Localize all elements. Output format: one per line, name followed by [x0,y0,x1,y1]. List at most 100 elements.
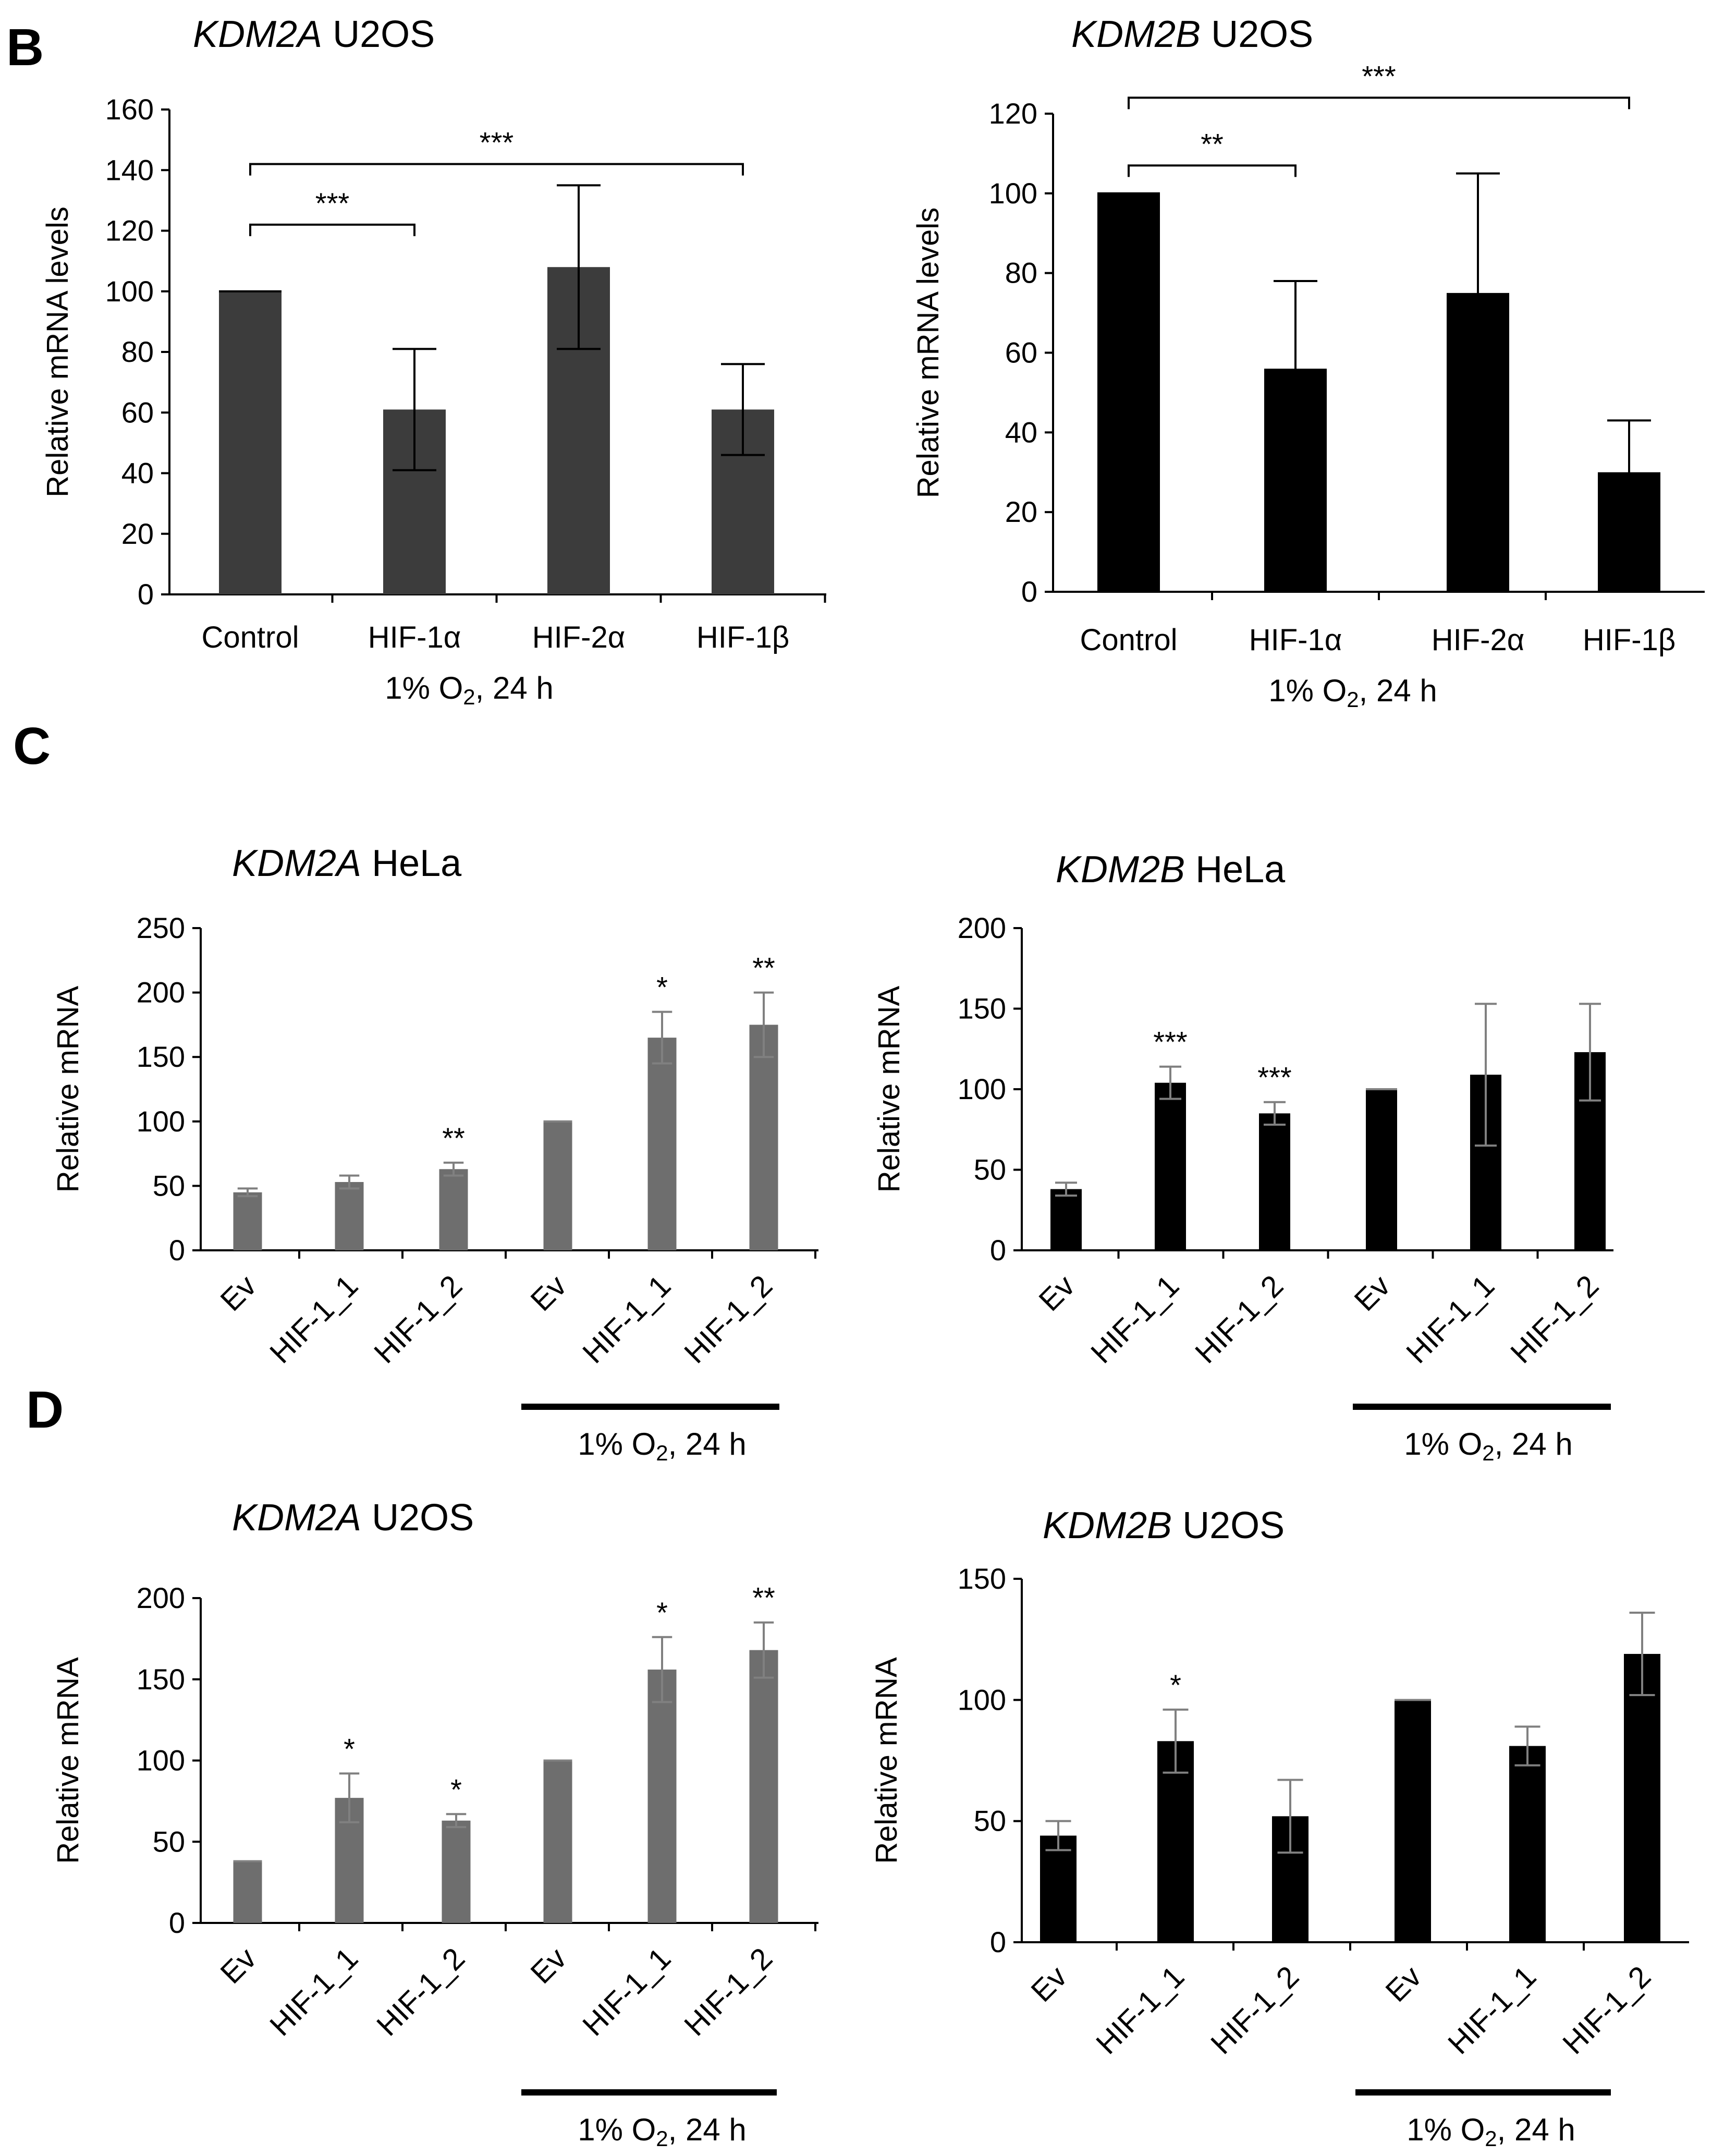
significance-star: * [656,971,668,1004]
x-category-label: Ev [1032,1269,1081,1318]
bar-4 [543,1121,572,1250]
x-category-label: HIF-1_2 [370,1941,471,2042]
x-category-label: HIF-1_1 [576,1269,677,1370]
y-tick-label: 0 [990,1234,1006,1266]
significance-star: *** [1257,1061,1291,1094]
x-category-label: Ev [1379,1959,1428,2008]
condition-label: 1% O2, 24 h [385,671,554,709]
y-tick-label: 150 [137,1040,185,1073]
bar-1 [1040,1835,1077,1942]
chart-title: KDM2A U2OS [232,1497,474,1539]
chart-title-gene: KDM2B [1071,14,1201,55]
y-tick-label: 40 [1005,416,1037,448]
y-tick-label: 50 [153,1825,185,1858]
y-tick-label: 120 [989,97,1037,130]
y-tick-label: 0 [138,578,154,611]
y-tick-label: 120 [105,214,154,247]
chart-title-cell-line: U2OS [1201,14,1313,55]
bar-5 [647,1670,677,1923]
y-tick-label: 50 [153,1169,185,1202]
x-category-label: HIF-1α [368,620,461,654]
chart-title: KDM2A U2OS [193,14,435,55]
x-category-label: HIF-1_2 [1204,1959,1305,2061]
bar-6 [749,1025,778,1250]
condition-label: 1% O2, 24 h [578,1427,747,1465]
y-tick-label: 160 [105,93,154,126]
x-category-label: HIF-1_2 [1504,1269,1605,1370]
bar-3 [439,1169,468,1250]
significance-bracket [1128,96,1630,109]
bar-4 [1395,1700,1431,1942]
x-category-label: HIF-1_2 [678,1269,779,1370]
y-tick-label: 40 [121,457,154,490]
y-axis-label: Relative mRNA levels [41,206,75,497]
x-category-label: HIF-1_1 [576,1941,677,2042]
bar-3 [1259,1113,1290,1250]
significance-bracket [249,163,744,176]
condition-label: 1% O2, 24 h [1407,2112,1575,2151]
y-tick-label: 0 [990,1926,1006,1958]
x-category-label: HIF-1_1 [1400,1269,1501,1370]
x-category-label: Ev [524,1941,573,1990]
bar-1 [219,291,282,594]
x-category-label: HIF-1_2 [368,1269,469,1370]
condition-label: 1% O2, 24 h [578,2112,747,2151]
chart-title: KDM2B U2OS [1071,14,1313,55]
y-tick-label: 0 [169,1906,185,1939]
y-tick-label: 100 [137,1105,185,1138]
bar-4 [543,1760,572,1923]
bar-6 [1624,1654,1660,1942]
chart-title-cell-line: HeLa [361,843,462,884]
y-tick-label: 150 [137,1663,185,1696]
condition-label: 1% O2, 24 h [1404,1427,1573,1465]
significance-star: ** [752,1581,775,1614]
y-tick-label: 100 [105,275,154,308]
significance-label: *** [1362,59,1396,92]
y-axis-label: Relative mRNA levels [911,208,945,498]
significance-star: * [1170,1668,1181,1701]
significance-label: ** [1201,127,1224,160]
x-category-label: HIF-1_1 [263,1269,364,1370]
chart-title-cell-line: U2OS [322,14,435,55]
x-category-label: HIF-1α [1249,623,1342,657]
chart-title: KDM2A HeLa [232,843,462,884]
subscript: 2 [656,2126,668,2151]
bar-1 [1097,193,1160,592]
bar-5 [1509,1746,1546,1942]
significance-label: *** [480,126,513,159]
subscript: 2 [1485,2126,1497,2151]
chart-title-cell-line: HeLa [1185,849,1286,891]
y-tick-label: 150 [958,1562,1006,1595]
panel-letter-b: B [6,18,44,77]
y-tick-label: 20 [121,517,154,550]
bar-4 [1366,1089,1397,1250]
y-axis-label: Relative mRNA [51,985,85,1192]
y-tick-label: 200 [137,976,185,1009]
chart-title-gene: KDM2B [1056,849,1185,891]
x-category-label: Control [1080,623,1178,657]
chart-d2: KDM2B U2OS Relative mRNA 0 50 100 150 Ev HIF-1_… [870,1505,1689,2151]
y-axis-label: Relative mRNA [872,985,906,1192]
y-tick-label: 100 [989,177,1037,210]
x-category-label: HIF-1β [1583,623,1676,657]
significance-star: * [344,1732,355,1765]
chart-title-gene: KDM2A [193,14,322,55]
significance-star: *** [1153,1026,1187,1058]
x-category-label: HIF-1β [696,620,789,654]
significance-star: ** [752,952,775,984]
y-tick-label: 200 [137,1581,185,1614]
x-category-label: HIF-1_1 [263,1941,364,2042]
subscript: 2 [656,1441,668,1465]
y-tick-label: 0 [169,1234,185,1266]
y-tick-label: 250 [137,911,185,944]
y-tick-label: 50 [974,1153,1006,1186]
chart-title-cell-line: U2OS [361,1497,474,1539]
bar-2 [335,1181,364,1250]
condition-label: 1% O2, 24 h [1268,673,1437,712]
x-category-label: Control [202,620,299,654]
x-category-label: Ev [214,1269,263,1318]
significance-star: * [450,1773,462,1806]
y-tick-label: 0 [1021,575,1037,608]
